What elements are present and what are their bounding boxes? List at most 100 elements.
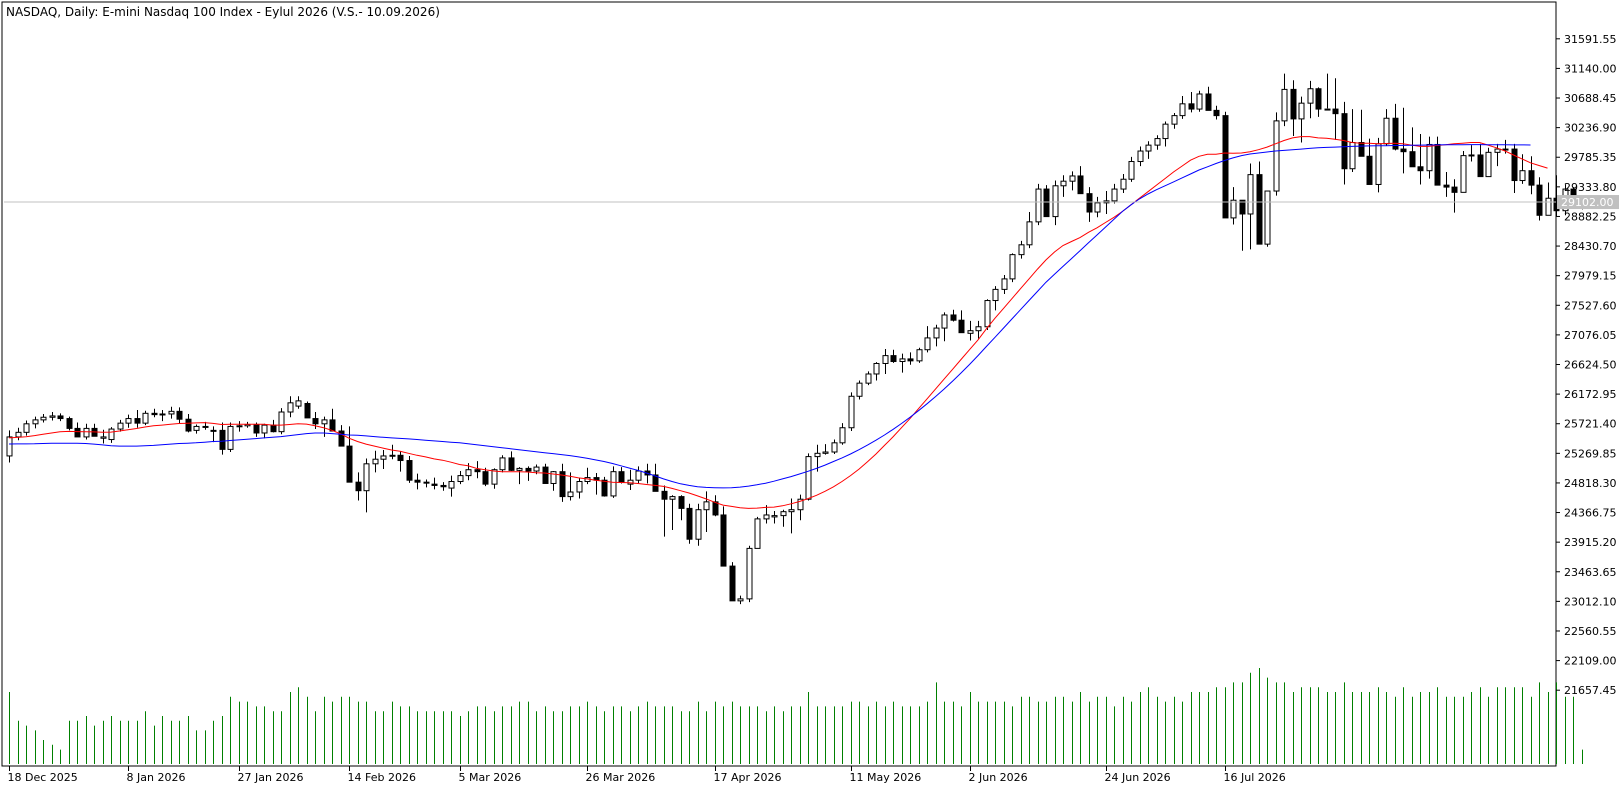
candle-body [865, 373, 872, 384]
candle-body [550, 471, 557, 484]
candle-body [1400, 148, 1407, 153]
time-tick-label: 18 Dec 2025 [8, 771, 78, 784]
candle-body [142, 412, 149, 424]
candle-body [1536, 184, 1543, 216]
candle-body [1162, 123, 1169, 140]
candle-body [559, 471, 566, 498]
candle-body [406, 460, 413, 481]
price-tick-label: 24366.75 [1564, 507, 1617, 520]
candle-body [312, 418, 319, 425]
candle-body [1222, 115, 1229, 219]
candle-body [1264, 190, 1271, 245]
candle-body [1417, 166, 1424, 172]
candle-body [754, 518, 761, 549]
candle-body [950, 314, 957, 321]
candle-body [1426, 143, 1433, 172]
time-tick-label: 24 Jun 2026 [1105, 771, 1171, 784]
candle-body [1154, 138, 1161, 146]
candle-body [49, 415, 56, 418]
candle-body [1001, 278, 1008, 290]
candle-body [338, 430, 345, 447]
candle-body [1086, 193, 1093, 213]
candle-body [474, 469, 481, 473]
candle-body [797, 498, 804, 511]
candle-body [856, 382, 863, 397]
candle-body [304, 402, 311, 419]
candle-body [916, 349, 923, 362]
candle-body [601, 479, 608, 497]
candle-body [1528, 170, 1535, 186]
candle-body [814, 452, 821, 458]
candle-body [117, 422, 124, 430]
candle-body [635, 470, 642, 481]
candle-body [899, 358, 906, 363]
candle-body [287, 402, 294, 413]
candle-body [1205, 93, 1212, 111]
candle-body [737, 598, 744, 602]
candle-body [108, 428, 115, 441]
candle-body [1366, 155, 1373, 185]
candle-body [1035, 188, 1042, 223]
candle-body [185, 418, 192, 432]
candle-body [924, 337, 931, 351]
candle-body [151, 412, 158, 416]
candle-body [1358, 142, 1365, 157]
time-tick-label: 11 May 2026 [850, 771, 922, 784]
candle-body [397, 454, 404, 462]
candle-body [882, 355, 889, 364]
candle-body [482, 471, 489, 485]
candle-body [1188, 103, 1195, 110]
candle-body [270, 424, 277, 433]
candle-body [1179, 103, 1186, 117]
volume-bars [9, 668, 1583, 764]
candle-body [848, 395, 855, 429]
candle-body [1502, 148, 1509, 151]
candle-body [193, 425, 200, 431]
candle-body [822, 451, 829, 454]
candle-body [610, 471, 617, 497]
moving-averages [8, 136, 1548, 509]
candle-body [227, 425, 234, 450]
candle-body [253, 423, 260, 434]
candle-body [508, 457, 515, 471]
candle-body [23, 423, 30, 433]
candle-body [1392, 117, 1399, 150]
price-axis[interactable]: 31591.55 31140.00 30688.45 30236.90 29785.35… [1556, 33, 1617, 697]
candle-body [1443, 184, 1450, 188]
candle-body [380, 455, 387, 460]
candle-body [771, 515, 778, 518]
price-tick-label: 30236.90 [1564, 122, 1617, 135]
candle-body [491, 469, 498, 485]
candle-body [363, 463, 370, 492]
candle-body [210, 429, 217, 432]
candle-body [355, 481, 362, 492]
price-tick-label: 31591.55 [1564, 33, 1617, 46]
candle-body [941, 314, 948, 329]
price-tick-label: 26172.95 [1564, 388, 1617, 401]
candle-body [678, 496, 685, 509]
candle-body [1468, 154, 1475, 157]
candle-body [202, 425, 209, 428]
candle-body [278, 411, 285, 433]
candle-body [686, 507, 693, 540]
candle-body [984, 300, 991, 328]
candle-body [57, 415, 64, 420]
plot-frame [1, 1, 1557, 767]
price-tick-label: 24818.30 [1564, 477, 1617, 490]
candle-body [1434, 143, 1441, 186]
candle-body [261, 424, 268, 434]
candle-body [1545, 197, 1552, 216]
time-axis[interactable]: 18 Dec 2025 8 Jan 2026 27 Jan 2026 14 Feb 2… [8, 766, 1286, 784]
candle-body [1111, 188, 1118, 202]
candle-body [1230, 199, 1237, 219]
candle-body [423, 481, 430, 484]
candle-body [414, 479, 421, 483]
candle-body [465, 469, 472, 477]
candle-body [763, 514, 770, 520]
candle-body [1069, 175, 1076, 182]
candle-body [40, 416, 47, 421]
price-tick-label: 29333.80 [1564, 181, 1617, 194]
price-tick-label: 29785.35 [1564, 151, 1617, 164]
